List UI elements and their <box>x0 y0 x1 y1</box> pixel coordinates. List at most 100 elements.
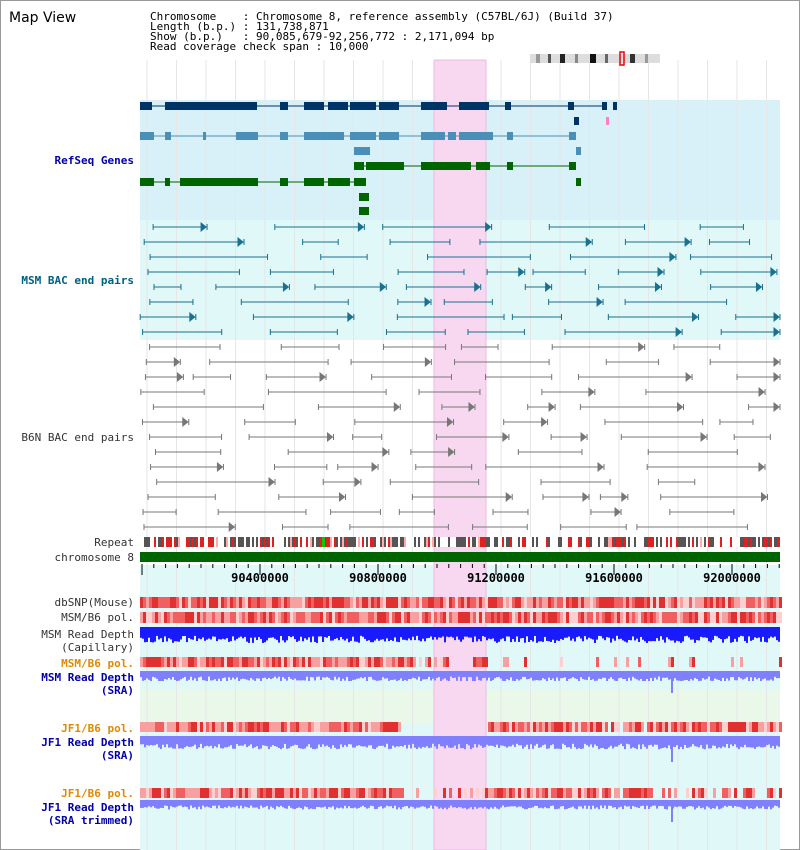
depth-bar <box>566 736 568 748</box>
depth-bar <box>540 671 542 681</box>
repeat-element <box>416 537 418 547</box>
track-label-b6n-bac[interactable]: B6N BAC end pairs <box>21 431 134 444</box>
depth-bar <box>610 671 612 678</box>
polymorphism-cell <box>266 597 269 608</box>
depth-bar <box>598 627 600 636</box>
depth-bar <box>450 800 452 806</box>
polymorphism-cell <box>317 612 320 623</box>
track-label-msm-b6-pol-2[interactable]: MSM/B6 pol. <box>61 657 134 670</box>
depth-bar <box>332 736 334 746</box>
depth-bar <box>504 800 506 808</box>
depth-bar <box>524 800 526 810</box>
polymorphism-cell <box>533 788 536 798</box>
depth-bar <box>630 627 632 641</box>
depth-bar <box>734 800 736 807</box>
depth-bar <box>400 800 402 810</box>
polymorphism-cell <box>614 722 617 732</box>
depth-bar <box>224 627 226 640</box>
depth-bar <box>406 671 408 681</box>
depth-bar <box>500 800 502 808</box>
polymorphism-cell <box>488 612 491 623</box>
depth-bar <box>170 736 172 748</box>
depth-bar <box>642 627 644 640</box>
depth-bar <box>200 671 202 677</box>
depth-bar <box>278 736 280 749</box>
depth-bar <box>258 671 260 679</box>
depth-bar <box>156 627 158 636</box>
track-label-msm-depth-sra-1[interactable]: MSM Read Depth <box>41 671 134 684</box>
depth-bar <box>628 671 630 678</box>
repeat-element <box>696 537 698 547</box>
polymorphism-cell <box>341 597 344 608</box>
depth-bar <box>772 800 774 808</box>
track-label-msm-b6-pol-1[interactable]: MSM/B6 pol. <box>61 611 134 624</box>
polymorphism-cell <box>707 612 710 623</box>
depth-bar <box>190 627 192 640</box>
depth-bar <box>732 627 734 643</box>
repeat-element <box>516 537 518 547</box>
polymorphism-cell <box>353 722 356 732</box>
polymorphism-cell <box>194 612 197 623</box>
track-label-msm-depth-cap-1[interactable]: MSM Read Depth <box>41 628 134 641</box>
repeat-element <box>742 537 744 547</box>
track-label-msm-bac[interactable]: MSM BAC end pairs <box>21 274 134 287</box>
polymorphism-cell <box>722 788 725 798</box>
track-label-jf1-b6-pol-2[interactable]: JF1/B6 pol. <box>61 787 134 800</box>
track-label-dbsnp[interactable]: dbSNP(Mouse) <box>54 596 134 609</box>
repeat-element <box>630 537 632 547</box>
polymorphism-cell <box>308 657 311 667</box>
depth-bar <box>720 671 722 681</box>
depth-bar <box>442 736 444 747</box>
depth-bar <box>546 671 548 681</box>
polymorphism-cell <box>353 788 356 798</box>
depth-bar <box>616 671 618 681</box>
track-label-jf1-b6-pol-1[interactable]: JF1/B6 pol. <box>61 722 134 735</box>
track-label-jf1-depth-sra-1[interactable]: JF1 Read Depth <box>41 736 134 749</box>
refseq-exon <box>140 102 152 110</box>
depth-bar <box>232 671 234 678</box>
depth-bar <box>624 627 626 642</box>
repeat-element <box>562 537 564 547</box>
polymorphism-cell <box>260 597 263 608</box>
track-label-refseq[interactable]: RefSeq Genes <box>54 154 134 167</box>
polymorphism-cell <box>743 722 746 732</box>
depth-bar <box>770 627 772 637</box>
polymorphism-cell <box>311 722 314 732</box>
depth-bar <box>422 800 424 807</box>
track-label-repeat[interactable]: Repeat <box>94 536 134 549</box>
depth-bar <box>560 800 562 807</box>
bac-end-arrow <box>773 401 780 413</box>
depth-bar <box>354 627 356 642</box>
polymorphism-cell <box>515 722 518 732</box>
depth-bar <box>208 627 210 639</box>
depth-bar <box>594 736 596 745</box>
depth-bar <box>740 671 742 679</box>
repeat-element <box>556 537 558 547</box>
repeat-element <box>294 537 296 547</box>
depth-bar <box>488 736 490 746</box>
polymorphism-cell <box>509 722 512 732</box>
depth-bar <box>688 736 690 748</box>
repeat-element <box>282 537 284 547</box>
depth-bar <box>142 627 144 639</box>
depth-bar <box>300 627 302 637</box>
polymorphism-cell <box>554 722 557 732</box>
depth-bar <box>368 671 370 677</box>
bac-end-arrow <box>758 461 765 473</box>
depth-bar <box>630 800 632 810</box>
depth-bar <box>460 736 462 749</box>
polymorphism-cell <box>467 612 470 623</box>
depth-bar <box>716 627 718 637</box>
track-label-jf1-depth-trim-1[interactable]: JF1 Read Depth <box>41 801 134 814</box>
polymorphism-cell <box>743 597 746 608</box>
repeat-element <box>250 537 252 547</box>
repeat-element <box>690 537 692 547</box>
depth-bar <box>214 736 216 747</box>
depth-bar <box>598 736 600 750</box>
depth-bar <box>700 671 702 681</box>
polymorphism-cell <box>527 722 530 732</box>
polymorphism-cell <box>347 597 350 608</box>
polymorphism-cell <box>188 612 191 623</box>
polymorphism-cell <box>263 788 266 798</box>
